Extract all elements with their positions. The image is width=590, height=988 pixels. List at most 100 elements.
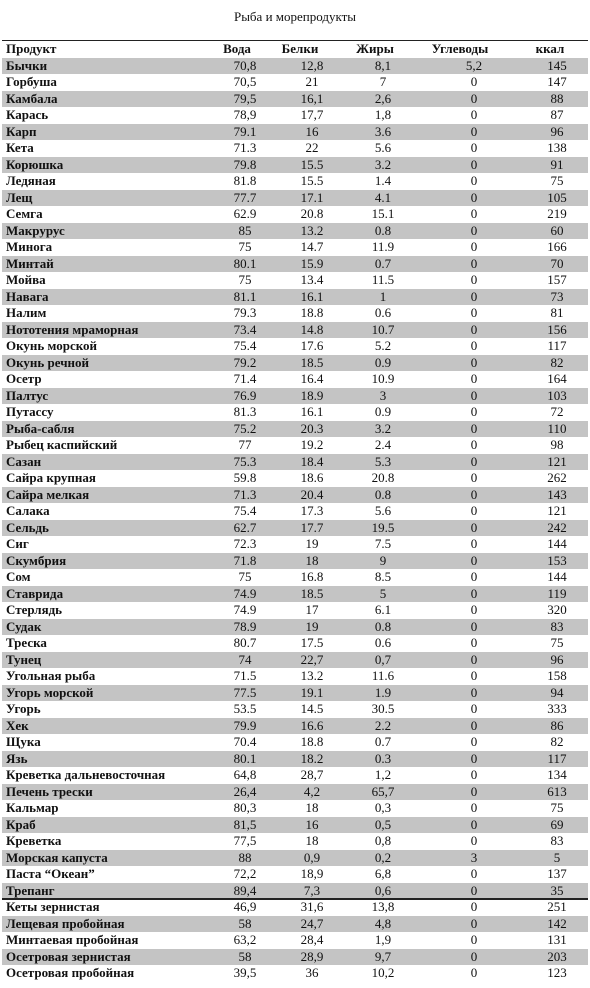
value-cell: 0 — [470, 602, 478, 617]
product-name: Сазан — [6, 453, 42, 469]
value-cell: 8.5 — [374, 569, 392, 584]
table-row: Ледяная 81.8 15.5 1.4 0 75 — [2, 173, 588, 190]
title: Рыба и морепродукты — [233, 9, 357, 24]
value-cell: 53.5 — [233, 701, 257, 716]
value-cell: 0 — [470, 750, 478, 766]
table-row: Сазан 75.3 18.4 5.3 0 121 — [2, 453, 588, 470]
value-cell: 0 — [470, 123, 478, 139]
table-row: Минтаевая пробойная 63,2 28,4 1,9 0 131 — [2, 932, 588, 949]
product-name: Салака — [6, 503, 50, 518]
value-cell: 79.2 — [233, 354, 257, 370]
value-cell: 94 — [550, 684, 564, 700]
value-cell: 5.3 — [374, 453, 392, 469]
table-row: Лещ 77.7 17.1 4.1 0 105 — [2, 189, 588, 206]
product-name: Хек — [6, 717, 29, 733]
value-cell: 17.1 — [300, 189, 324, 205]
table-row: Бычки 70,8 12,8 8,1 5,2 145 — [2, 57, 588, 74]
value-cell: 18.8 — [300, 734, 324, 749]
table-row: Кальмар 80,3 18 0,3 0 75 — [2, 800, 588, 817]
product-name: Краб — [6, 816, 36, 832]
value-cell: 78,9 — [233, 107, 257, 122]
table-row: Осетр 71.4 16.4 10.9 0 164 — [2, 371, 588, 388]
value-cell: 0 — [470, 305, 478, 320]
value-cell: 0 — [470, 338, 478, 353]
value-cell: 71.4 — [233, 371, 257, 386]
value-cell: 13,8 — [371, 899, 395, 914]
value-cell: 11.9 — [371, 239, 395, 254]
value-cell: 0 — [470, 140, 478, 155]
value-cell: 4,8 — [374, 915, 392, 931]
value-cell: 0 — [470, 437, 478, 452]
value-cell: 18.9 — [300, 387, 324, 403]
table-row: Карась 78,9 17,7 1,8 0 87 — [2, 107, 588, 124]
product-name: Сом — [6, 569, 31, 584]
value-cell: 79.9 — [233, 717, 257, 733]
value-cell: 17.5 — [300, 635, 324, 650]
value-cell: 0 — [470, 915, 478, 931]
product-name: Рыба-сабля — [6, 420, 75, 436]
value-cell: 98 — [550, 437, 564, 452]
product-name: Осетровая зернистая — [6, 948, 131, 964]
value-cell: 1,8 — [374, 107, 392, 122]
value-cell: 242 — [547, 519, 567, 535]
table-row: Макрурус 85 13.2 0.8 0 60 — [2, 222, 588, 239]
table-row: Скумбрия 71.8 18 9 0 153 — [2, 552, 588, 569]
product-name: Скумбрия — [6, 552, 67, 568]
value-cell: 0.6 — [374, 635, 392, 650]
product-name: Кеты зернистая — [6, 899, 100, 914]
value-cell: 16 — [305, 123, 319, 139]
value-cell: 0 — [470, 272, 478, 287]
product-name: Горбуша — [6, 74, 57, 89]
value-cell: 28,9 — [300, 948, 324, 964]
value-cell: 0.9 — [374, 404, 392, 419]
value-cell: 1.9 — [374, 684, 392, 700]
value-cell: 5,2 — [465, 57, 483, 73]
value-cell: 15.1 — [371, 206, 395, 221]
value-cell: 70.4 — [233, 734, 257, 749]
product-name: Трепанг — [6, 882, 55, 898]
product-name: Карп — [6, 123, 37, 139]
value-cell: 79,5 — [233, 90, 257, 106]
product-name: Сельдь — [6, 519, 49, 535]
table-row: Мойва 75 13.4 11.5 0 157 — [2, 272, 588, 289]
value-cell: 81 — [550, 305, 564, 320]
value-cell: 203 — [547, 948, 567, 964]
value-cell: 2,6 — [374, 90, 392, 106]
table-row: Осетровая зернистая 58 28,9 9,7 0 203 — [2, 948, 588, 965]
value-cell: 0,3 — [374, 800, 392, 815]
table-row: Ставрида 74.9 18.5 5 0 119 — [2, 585, 588, 602]
value-cell: 18.8 — [300, 305, 324, 320]
value-cell: 77 — [238, 437, 252, 452]
value-cell: 80.7 — [233, 635, 257, 650]
value-cell: 3.2 — [374, 420, 392, 436]
table-row: Кета 71.3 22 5.6 0 138 — [2, 140, 588, 157]
value-cell: 4,2 — [303, 783, 321, 799]
top-rule — [2, 40, 588, 41]
product-name: Сайра крупная — [6, 470, 96, 485]
product-name: Стерлядь — [6, 602, 63, 617]
product-name: Лещевая пробойная — [6, 915, 125, 931]
value-cell: 7,3 — [303, 882, 321, 898]
value-cell: 73 — [550, 288, 564, 304]
value-cell: 3.6 — [374, 123, 392, 139]
value-cell: 119 — [547, 585, 567, 601]
value-cell: 0 — [470, 189, 478, 205]
value-cell: 11.6 — [371, 668, 395, 683]
value-cell: 10.9 — [371, 371, 395, 386]
value-cell: 166 — [547, 239, 567, 254]
value-cell: 9,7 — [374, 948, 392, 964]
value-cell: 74.9 — [233, 602, 257, 617]
value-cell: 0 — [470, 767, 478, 782]
value-cell: 71.3 — [233, 486, 257, 502]
value-cell: 0 — [470, 932, 478, 947]
product-name: Окунь речной — [6, 354, 90, 370]
value-cell: 121 — [547, 503, 567, 518]
value-cell: 0 — [470, 536, 478, 551]
value-cell: 21 — [305, 74, 319, 89]
value-cell: 58 — [238, 915, 252, 931]
table-row: Печень трески 26,4 4,2 65,7 0 613 — [2, 783, 588, 800]
product-name: Осетр — [6, 371, 42, 386]
value-cell: 16.6 — [300, 717, 324, 733]
value-cell: 71.8 — [233, 552, 257, 568]
value-cell: 0 — [470, 239, 478, 254]
